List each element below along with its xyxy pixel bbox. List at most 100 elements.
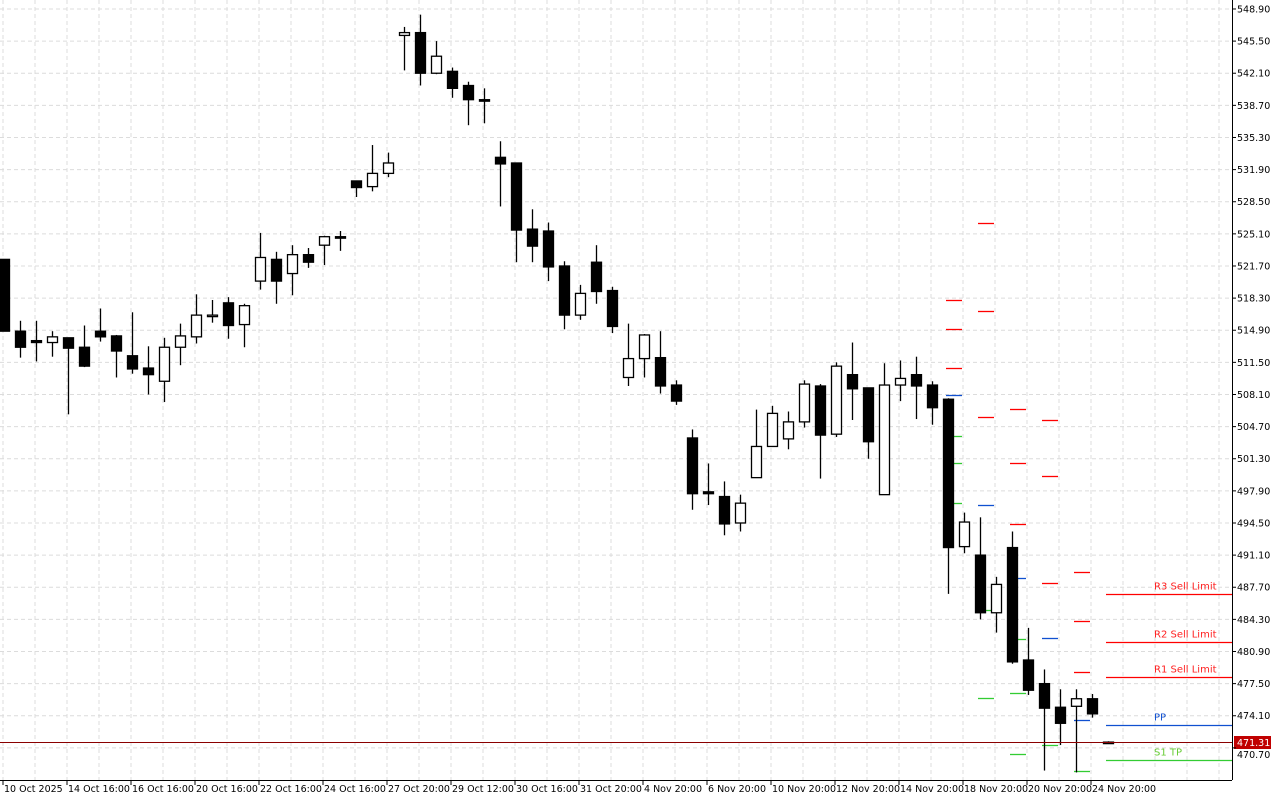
candle-bullish: [238, 305, 251, 326]
candle-bearish: [62, 337, 75, 349]
y-tick-label: 531.90: [1237, 165, 1270, 176]
candle-bearish: [670, 384, 683, 402]
candle-bullish: [430, 55, 443, 74]
candle-bullish: [382, 162, 395, 175]
candle-bearish: [494, 156, 507, 165]
candle-bearish: [814, 385, 827, 436]
y-tick-label: 497.90: [1237, 486, 1270, 497]
candle-bullish: [734, 502, 747, 524]
candle-bearish: [1006, 546, 1019, 663]
candle-bullish: [750, 445, 763, 479]
candle-bullish: [46, 336, 59, 344]
pivot-label-pp: PP: [1154, 713, 1166, 724]
x-tick-label: 4 Nov 20:00: [644, 784, 702, 795]
x-tick-label: 20 Nov 20:00: [1028, 784, 1092, 795]
pivot-label-r3: R3 Sell Limit: [1154, 582, 1217, 593]
x-tick-label: 24 Nov 20:00: [1092, 784, 1156, 795]
current-price-line: 471.31: [0, 736, 1271, 749]
y-tick-label: 501.30: [1237, 454, 1270, 465]
candle-bearish: [910, 373, 923, 387]
y-tick-label: 487.70: [1237, 583, 1270, 594]
candle-bullish: [574, 292, 587, 316]
candle-bullish: [638, 334, 651, 360]
candle-bullish: [190, 314, 203, 338]
y-tick-label: 491.10: [1237, 551, 1270, 562]
candle-bearish: [94, 330, 107, 338]
x-tick-label: 29 Oct 12:00: [452, 784, 514, 795]
candle-bearish: [414, 31, 427, 74]
candle-bearish: [942, 398, 955, 549]
candle-bearish: [1086, 698, 1099, 715]
y-tick-label: 511.50: [1237, 358, 1270, 369]
candle-bearish: [14, 330, 27, 348]
candle-bearish: [462, 84, 475, 101]
candle-bullish: [206, 314, 219, 318]
candle-bearish: [142, 367, 155, 376]
x-tick-label: 27 Oct 20:00: [388, 784, 450, 795]
candle-bullish: [798, 383, 811, 423]
candle-bearish: [718, 495, 731, 525]
y-tick-label: 548.90: [1237, 4, 1270, 15]
y-tick-label: 474.10: [1237, 711, 1270, 722]
candle-bearish: [1022, 659, 1035, 691]
candle-bearish: [350, 180, 363, 189]
y-tick-label: 494.50: [1237, 518, 1270, 529]
candles: [0, 14, 1115, 773]
candle-bullish: [958, 521, 971, 548]
candle-bullish: [1070, 698, 1083, 707]
x-tick-label: 10 Nov 20:00: [772, 784, 836, 795]
x-tick-label: 14 Oct 16:00: [68, 784, 130, 795]
pivot-label-s1: S1 TP: [1154, 748, 1182, 759]
candle-bearish: [1038, 682, 1051, 709]
candle-bearish: [590, 261, 603, 293]
x-tick-label: 20 Oct 16:00: [196, 784, 258, 795]
x-tick-label: 14 Nov 20:00: [900, 784, 964, 795]
pivot-levels: R3 Sell Limit R2 Sell Limit R1 Sell Limit P…: [946, 222, 1232, 773]
candle-bullish: [398, 31, 411, 37]
candle-bearish: [526, 228, 539, 247]
y-tick-label: 518.30: [1237, 294, 1270, 305]
x-tick-label: 12 Nov 20:00: [836, 784, 900, 795]
candle-bullish: [318, 236, 331, 246]
y-tick-label: 477.50: [1237, 679, 1270, 690]
candle-bullish: [174, 335, 187, 348]
candle-bearish: [446, 70, 459, 89]
candle-bearish: [606, 289, 619, 328]
candle-bullish: [830, 365, 843, 435]
candle-bullish: [766, 412, 779, 448]
y-tick-label: 538.70: [1237, 101, 1270, 112]
candle-bearish: [270, 258, 283, 282]
candle-bearish: [862, 387, 875, 443]
candle-bearish: [78, 346, 91, 367]
x-tick-label: 31 Oct 20:00: [580, 784, 642, 795]
candle-bearish: [558, 265, 571, 316]
candle-bullish: [782, 421, 795, 440]
y-tick-label: 545.50: [1237, 37, 1270, 48]
candle-bullish: [622, 357, 635, 379]
y-tick-label: 521.70: [1237, 261, 1270, 272]
candle-bearish: [0, 258, 11, 332]
y-tick-label: 535.30: [1237, 133, 1270, 144]
current-price-label: 471.31: [1237, 738, 1270, 749]
candle-bearish: [654, 356, 667, 387]
x-tick-label: 18 Nov 20:00: [964, 784, 1028, 795]
candle-bearish: [478, 99, 491, 102]
pivot-label-r2: R2 Sell Limit: [1154, 630, 1217, 641]
candle-bearish: [334, 236, 347, 239]
candle-bearish: [30, 339, 43, 344]
y-tick-label: 542.10: [1237, 69, 1270, 80]
x-tick-label: 10 Oct 2025: [4, 784, 63, 795]
candle-bullish: [894, 377, 907, 386]
y-tick-label: 508.10: [1237, 390, 1270, 401]
candle-bearish: [974, 554, 987, 614]
pivot-label-r1: R1 Sell Limit: [1154, 665, 1217, 676]
candle-bearish: [846, 373, 859, 390]
candle-bearish: [542, 230, 555, 268]
candle-bullish: [158, 346, 171, 382]
candle-bearish: [1054, 706, 1067, 724]
candle-bullish: [254, 256, 267, 282]
candle-bearish: [926, 384, 939, 409]
y-tick-label: 484.30: [1237, 615, 1270, 626]
